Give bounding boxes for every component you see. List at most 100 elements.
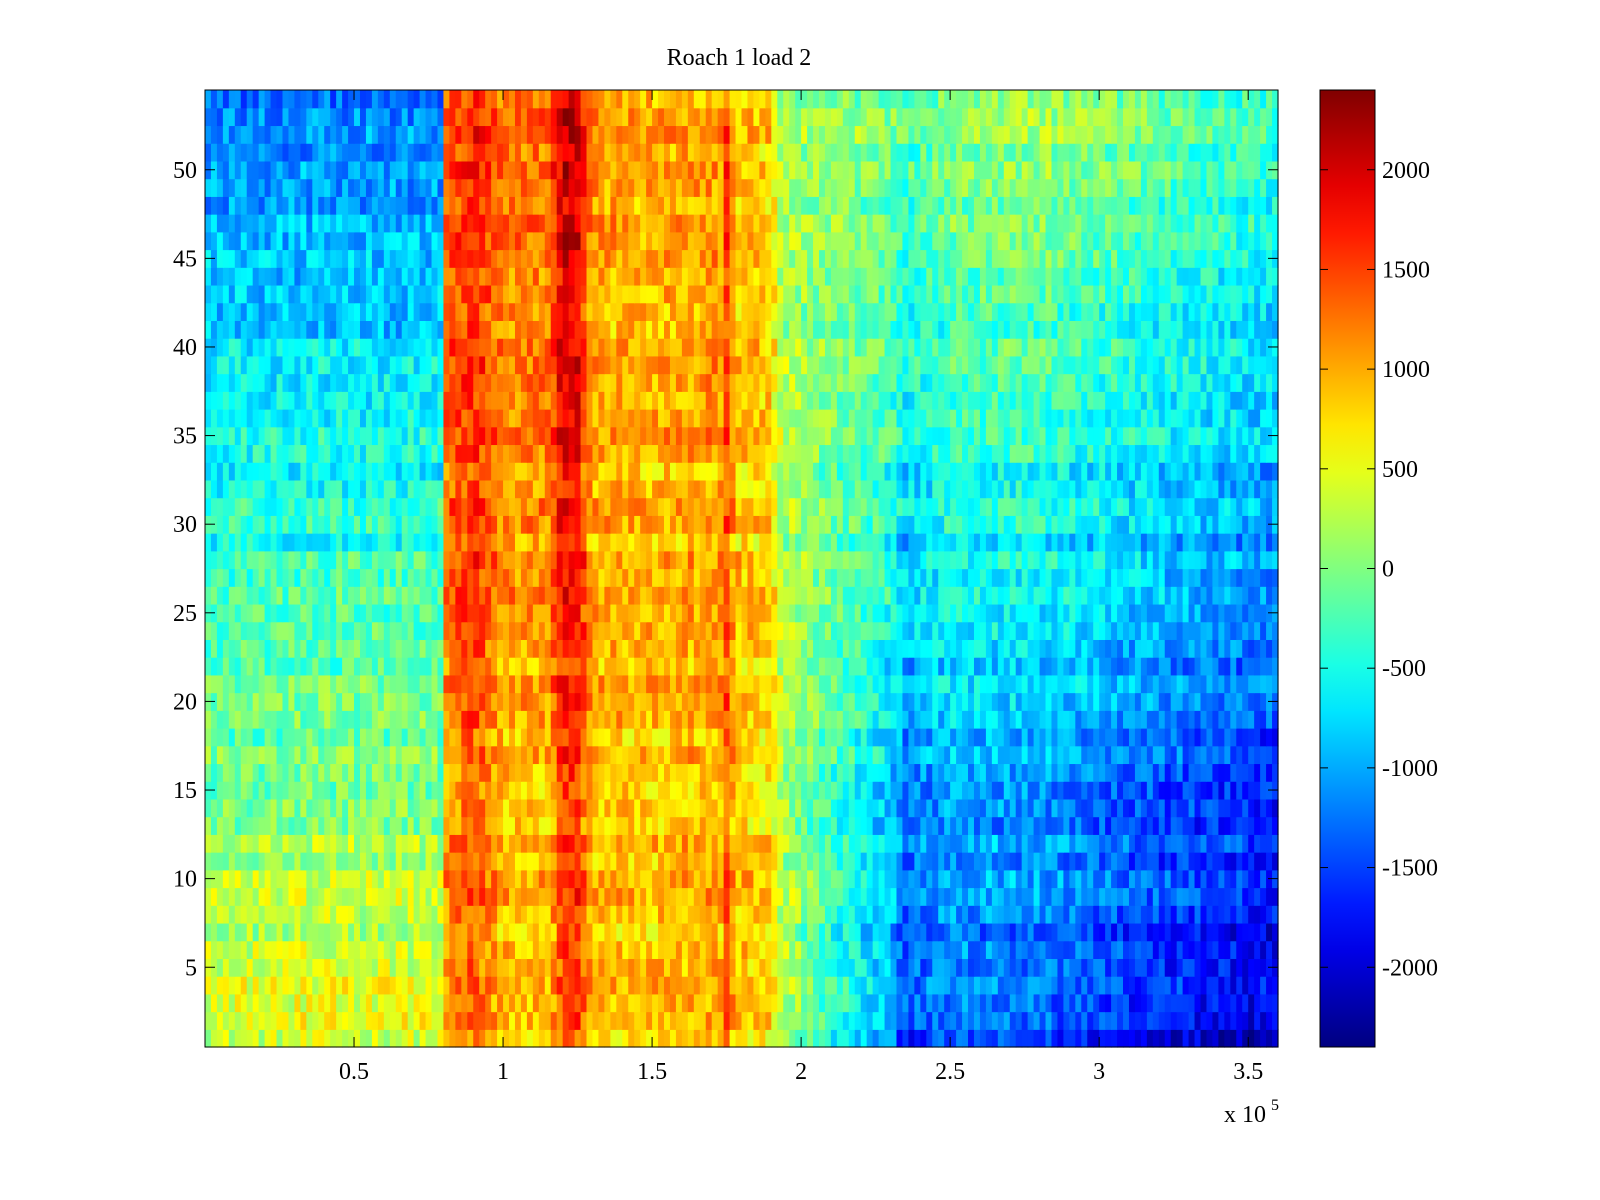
heatmap-cell: [634, 905, 641, 924]
heatmap-cell: [538, 887, 546, 906]
heatmap-cell: [479, 728, 486, 747]
heatmap-cell: [324, 887, 331, 906]
heatmap-cell: [1146, 922, 1154, 942]
heatmap-cell: [1224, 976, 1231, 995]
heatmap-cell: [419, 869, 427, 889]
heatmap-cell: [544, 1029, 552, 1048]
heatmap-cell: [1039, 763, 1047, 782]
heatmap-cell: [532, 905, 540, 924]
heatmap-cell: [473, 745, 480, 765]
heatmap-cell: [455, 710, 462, 729]
heatmap-cell: [318, 710, 325, 729]
heatmap-cell: [646, 922, 653, 942]
heatmap-cell: [932, 728, 939, 747]
heatmap-cell: [991, 639, 999, 658]
heatmap-cell: [1176, 1011, 1184, 1030]
heatmap-cell: [407, 905, 415, 924]
heatmap-cell: [753, 958, 760, 977]
heatmap-cell: [234, 603, 242, 623]
heatmap-cell: [938, 763, 945, 782]
heatmap-cell: [652, 692, 659, 711]
heatmap-cell: [419, 639, 427, 658]
heatmap-cell: [884, 692, 892, 711]
heatmap-cell: [902, 639, 910, 658]
heatmap-cell: [1182, 852, 1190, 871]
heatmap-cell: [1057, 657, 1064, 676]
heatmap-cell: [693, 869, 701, 889]
heatmap-cell: [956, 745, 963, 765]
heatmap-cell: [973, 922, 981, 942]
heatmap-cell: [1045, 1011, 1053, 1030]
heatmap-cell: [842, 745, 850, 765]
heatmap-cell: [449, 568, 456, 587]
heatmap-cell: [771, 834, 778, 853]
heatmap-cell: [604, 852, 611, 871]
heatmap-cell: [717, 586, 725, 605]
heatmap-cell: [860, 993, 868, 1013]
heatmap-cell: [675, 869, 683, 889]
heatmap-cell: [437, 834, 445, 853]
heatmap-cell: [1224, 728, 1231, 747]
heatmap-cell: [568, 1029, 576, 1048]
heatmap-cell: [1218, 958, 1225, 977]
heatmap-cell: [681, 550, 689, 570]
heatmap-cell: [920, 710, 927, 729]
heatmap-cell: [896, 1011, 904, 1030]
heatmap-cell: [550, 940, 558, 959]
heatmap-cell: [520, 674, 528, 694]
heatmap-cell: [246, 958, 254, 977]
heatmap-cell: [878, 905, 886, 924]
heatmap-cell: [354, 852, 361, 871]
heatmap-cell: [1117, 798, 1124, 818]
heatmap-cell: [568, 922, 576, 942]
heatmap-cell: [1009, 728, 1017, 747]
heatmap-cell: [1200, 852, 1208, 871]
heatmap-cell: [747, 728, 755, 747]
heatmap-cell: [1003, 834, 1011, 853]
heatmap-cell: [562, 958, 570, 977]
heatmap-cell: [228, 674, 236, 694]
heatmap-cell: [646, 834, 653, 853]
heatmap-cell: [747, 976, 755, 995]
heatmap-cell: [401, 745, 409, 765]
heatmap-cell: [437, 869, 445, 889]
heatmap-cell: [783, 603, 790, 623]
heatmap-cell: [664, 798, 671, 818]
heatmap-cell: [842, 657, 850, 676]
heatmap-cell: [717, 568, 725, 587]
heatmap-cell: [1164, 586, 1172, 605]
heatmap-cell: [920, 586, 927, 605]
heatmap-cell: [240, 1029, 248, 1048]
heatmap-cell: [985, 710, 993, 729]
heatmap-cell: [354, 1011, 361, 1030]
heatmap-cell: [246, 603, 254, 623]
heatmap-cell: [920, 639, 927, 658]
heatmap-cell: [443, 852, 450, 871]
heatmap-cell: [962, 586, 969, 605]
heatmap-cell: [1021, 905, 1029, 924]
heatmap-cell: [765, 692, 772, 711]
heatmap-cell: [318, 728, 325, 747]
heatmap-cell: [669, 1011, 677, 1030]
heatmap-cell: [330, 852, 337, 871]
heatmap-cell: [973, 905, 981, 924]
heatmap-cell: [592, 657, 600, 676]
heatmap-cell: [538, 603, 546, 623]
heatmap-cell: [723, 887, 731, 906]
heatmap-cell: [282, 603, 290, 623]
heatmap-cell: [359, 710, 367, 729]
heatmap-cell: [330, 603, 337, 623]
heatmap-cell: [830, 657, 838, 676]
heatmap-cell: [288, 1029, 296, 1048]
heatmap-cell: [765, 674, 772, 694]
heatmap-cell: [753, 728, 760, 747]
heatmap-cell: [604, 905, 611, 924]
heatmap-cell: [1134, 922, 1142, 942]
heatmap-cell: [503, 657, 510, 676]
heatmap-cell: [610, 603, 617, 623]
heatmap-cell: [1117, 621, 1124, 640]
heatmap-cell: [1248, 745, 1255, 765]
heatmap-cell: [1045, 1029, 1053, 1048]
heatmap-cell: [646, 993, 653, 1013]
heatmap-cell: [1099, 852, 1106, 871]
